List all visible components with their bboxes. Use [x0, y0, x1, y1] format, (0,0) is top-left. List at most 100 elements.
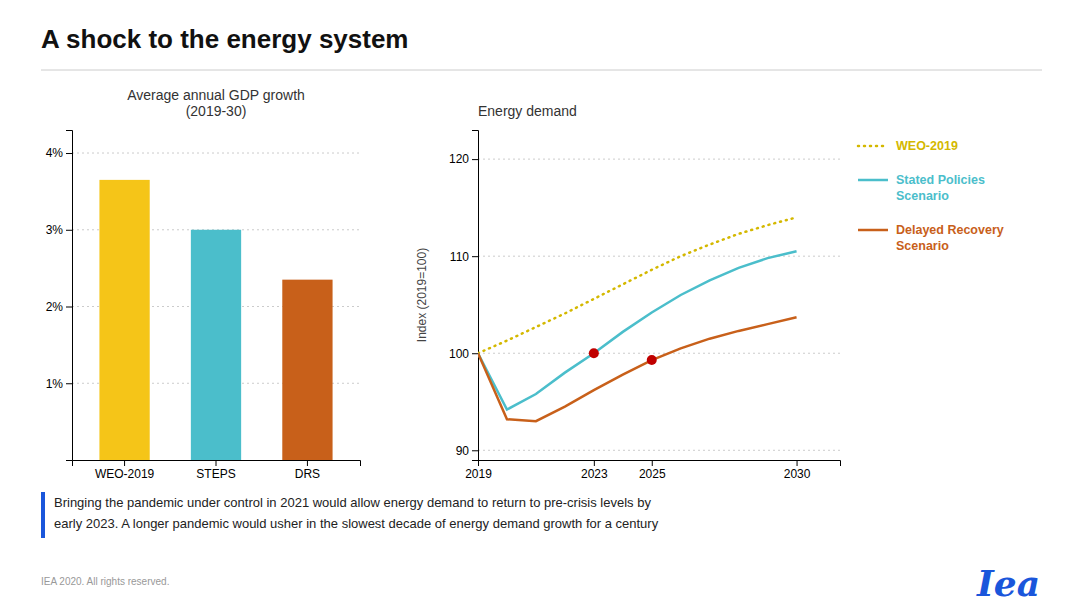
legend-label-line: Delayed Recovery — [896, 223, 1004, 237]
tick-mark — [124, 460, 125, 466]
annotations: Bringing the pandemic under control in 2… — [41, 492, 1040, 604]
legend: WEO-2019Stated PoliciesScenarioDelayed R… — [858, 139, 1004, 253]
y-axis-title: Index (2019=100) — [415, 248, 429, 342]
footnote: Bringing the pandemic under control in 2… — [54, 495, 651, 510]
tick-label: 90 — [456, 444, 470, 458]
figure: A shock to the energy system 1% 2% 3% 4% WEO-… — [0, 0, 1080, 608]
y-axis: 1% 2% 3% 4% — [46, 131, 73, 461]
legend-label: Delayed Recovery Scenario — [896, 223, 1004, 253]
markers — [589, 348, 657, 365]
chart-subtitle-line: (2019-30) — [186, 103, 247, 119]
chart-subtitle-line: Average annual GDP growth — [127, 87, 305, 103]
axis-line — [66, 131, 73, 461]
legend-label-line: Scenario — [896, 189, 949, 203]
tick-mark — [307, 460, 308, 466]
line-chart: 90 100 110 120 2019 2023 2025 2030 Energy demand… — [415, 103, 1004, 481]
tick-label: WEO-2019 — [95, 467, 155, 481]
title-rule — [41, 70, 1042, 71]
footer: IEA 2020. All rights reserved. — [41, 576, 169, 587]
x-axis: WEO-2019 STEPS DRS — [73, 460, 361, 481]
marker — [647, 355, 657, 365]
tick-label: 4% — [46, 146, 64, 160]
tick-mark — [797, 460, 798, 466]
background — [0, 0, 1080, 608]
bar — [99, 180, 149, 460]
axis-line — [73, 461, 361, 467]
legend-item: Delayed Recovery Scenario — [858, 223, 1004, 253]
grid — [478, 159, 840, 450]
legend-label-line: WEO-2019 — [896, 139, 958, 153]
tick-mark — [66, 230, 72, 231]
tick-mark — [472, 159, 478, 160]
legend-label: Stated Policies Scenario — [896, 173, 985, 203]
tick-label: 120 — [449, 152, 469, 166]
grid-line — [72, 153, 360, 154]
plot-area — [478, 217, 797, 421]
tick-mark — [216, 460, 217, 466]
legend-label: WEO-2019 — [896, 139, 958, 153]
legend-item: WEO-2019 — [858, 139, 958, 153]
axis-line — [479, 461, 841, 467]
x-tick: 2023 — [581, 460, 608, 481]
marker — [589, 348, 599, 358]
series-line — [478, 317, 797, 421]
tick-mark — [652, 460, 653, 466]
figure-title: A shock to the energy system — [41, 24, 409, 54]
tick-mark — [594, 460, 595, 466]
legend-swatch — [858, 229, 888, 232]
x-tick: WEO-2019 — [95, 460, 155, 481]
y-tick: 120 — [449, 152, 478, 166]
y-axis: 90 100 110 120 — [449, 131, 479, 461]
legend-item: Stated Policies Scenario — [858, 173, 985, 203]
tick-label: DRS — [295, 467, 320, 481]
tick-label: 110 — [450, 250, 469, 264]
y-tick: 2% — [46, 300, 72, 314]
logo: Iea — [976, 562, 1040, 604]
grid-line — [478, 353, 840, 354]
y-tick: 4% — [46, 146, 72, 160]
y-tick: 90 — [456, 444, 478, 458]
tick-mark — [472, 450, 478, 451]
x-tick: 2030 — [784, 460, 811, 481]
legend-label-line: Stated Policies — [896, 173, 985, 187]
x-tick: 2025 — [639, 460, 666, 481]
footnote-accent — [41, 492, 45, 538]
tick-label: 2019 — [465, 467, 492, 481]
tick-label: 3% — [46, 223, 64, 237]
tick-label: STEPS — [196, 467, 235, 481]
y-tick: 110 — [450, 250, 478, 264]
x-tick: DRS — [295, 460, 320, 481]
bar — [282, 280, 332, 460]
tick-mark — [66, 153, 72, 154]
y-tick: 100 — [449, 347, 478, 361]
chart-subtitle: Energy demand — [478, 103, 577, 119]
page: {"title": "A shock to the energy system"… — [0, 0, 1080, 608]
legend-swatch — [858, 145, 888, 148]
series-line — [478, 217, 797, 353]
tick-mark — [478, 460, 479, 466]
chart-subtitle: Average annual GDP growth(2019-30) — [127, 87, 305, 119]
tick-mark — [66, 383, 72, 384]
footnote: early 2023. A longer pandemic would ushe… — [54, 516, 659, 531]
tick-label: 2% — [46, 300, 64, 314]
grid-line — [478, 159, 840, 160]
bar — [191, 230, 241, 460]
x-axis: 2019 2023 2025 2030 — [465, 460, 840, 481]
bar-chart: 1% 2% 3% 4% WEO-2019 STEPS DRS Average annual G… — [46, 87, 361, 481]
tick-label: 2023 — [581, 467, 608, 481]
tick-mark — [66, 307, 72, 308]
tick-label: 2030 — [784, 467, 811, 481]
axis-line — [472, 131, 479, 461]
series-line — [478, 251, 797, 409]
tick-mark — [472, 256, 478, 257]
legend-label-line: Scenario — [896, 239, 949, 253]
grid-line — [478, 256, 840, 257]
tick-label: 100 — [449, 347, 469, 361]
x-tick: STEPS — [196, 460, 235, 481]
bars — [99, 180, 332, 460]
y-tick: 3% — [46, 223, 72, 237]
tick-mark — [472, 353, 478, 354]
y-tick: 1% — [46, 377, 72, 391]
tick-label: 2025 — [639, 467, 666, 481]
tick-label: 1% — [46, 377, 64, 391]
